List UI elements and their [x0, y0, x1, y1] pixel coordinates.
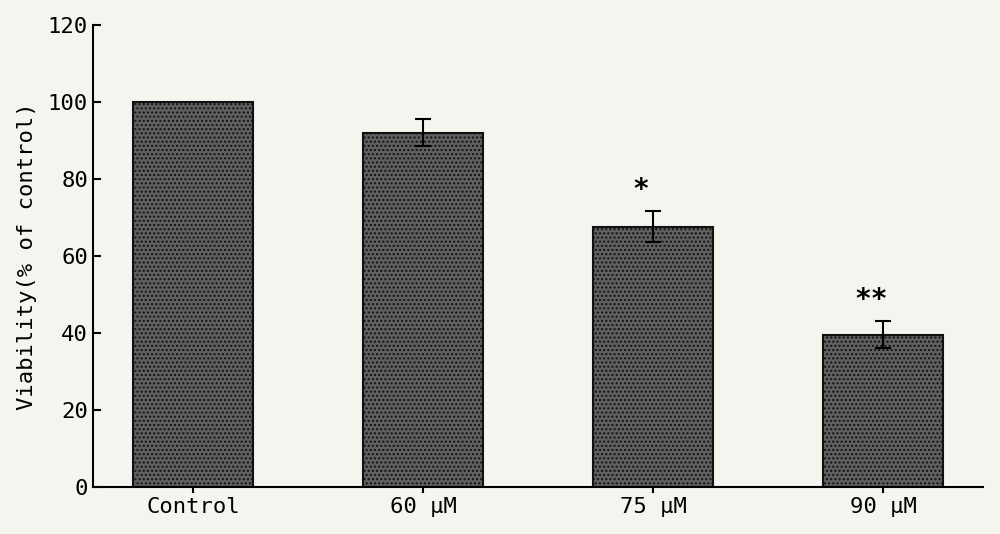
Text: *: * [633, 176, 649, 204]
Bar [363, 132, 483, 487]
Bar [823, 335, 943, 487]
Bar [593, 227, 713, 487]
Text: **: ** [854, 286, 888, 313]
Bar [133, 101, 253, 487]
Y-axis label: Viability(% of control): Viability(% of control) [17, 102, 37, 410]
